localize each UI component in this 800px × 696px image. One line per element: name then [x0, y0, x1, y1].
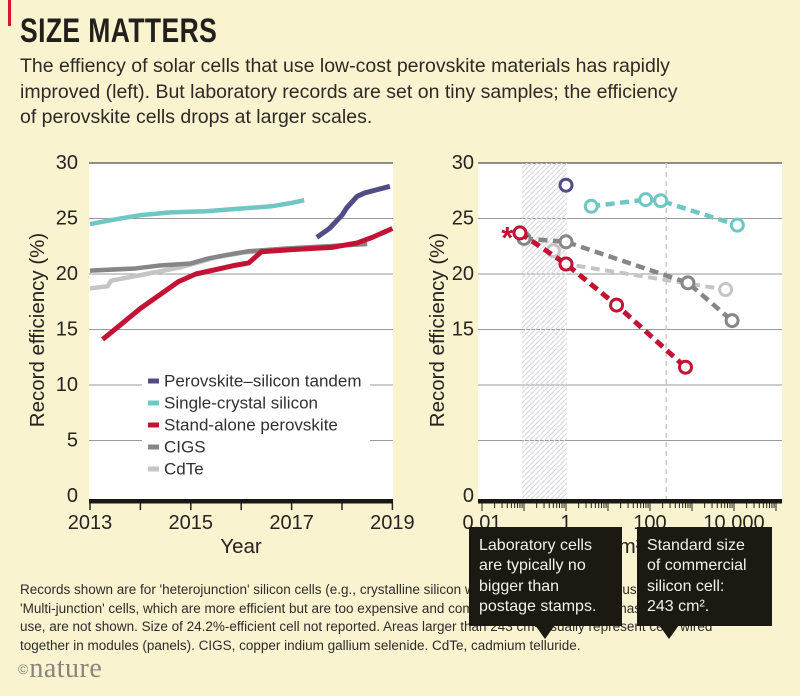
y-axis-title: Record efficiency (%)	[426, 233, 449, 427]
series-line-single-crystal-silicon	[591, 197, 739, 228]
x-tick-label-2019: 2019	[370, 512, 415, 534]
marker-cigs	[680, 275, 696, 291]
y-tick-label-15: 15	[56, 319, 78, 341]
y-tick-label-20: 20	[56, 263, 78, 285]
marker-perovskite-silicon-tandem	[558, 177, 574, 193]
legend-swatch-single-crystal-silicon	[148, 400, 159, 406]
x-tick-label-2013: 2013	[68, 512, 113, 534]
left-chart: 0 5 10 15 20 25 30 2013 2015 2017 2019 Year Record e…	[26, 152, 415, 558]
y-tick-label-25: 25	[452, 208, 474, 230]
marker-stand-alone-perovskite	[609, 297, 625, 313]
marker-single-crystal-silicon	[583, 198, 599, 214]
legend-label-cigs: CIGS	[164, 438, 206, 457]
legend-swatch-stand-alone-perovskite	[148, 422, 159, 428]
y-tick-label-20: 20	[452, 263, 474, 285]
marker-cigs	[558, 234, 574, 250]
y-tick-label-0: 0	[463, 485, 474, 507]
charts-region: 0 5 10 15 20 25 30 2013 2015 2017 2019 Year Record e…	[0, 150, 800, 639]
x-tick-label-2015: 2015	[169, 512, 214, 534]
legend-background	[142, 369, 370, 479]
lab-cell-size-band	[522, 163, 567, 499]
x-axis-line	[478, 499, 782, 504]
y-tick-label-5: 5	[67, 430, 78, 452]
marker-stand-alone-perovskite	[512, 225, 528, 241]
y-tick-label-30: 30	[56, 152, 78, 174]
legend-swatch-perovskite-silicon-tandem	[148, 378, 159, 384]
series-line-single-crystal-silicon	[89, 197, 305, 227]
legend-label-stand-alone-perovskite: Stand-alone perovskite	[164, 416, 338, 435]
marker-cigs	[724, 313, 740, 329]
callout-standard-size: Standard size of commercial silicon cell…	[637, 527, 772, 639]
legend-label-single-crystal-silicon: Single-crystal silicon	[164, 394, 318, 413]
series-line-stand-alone-perovskite	[518, 230, 688, 370]
marker-stand-alone-perovskite	[677, 359, 693, 375]
y-tick-label-30: 30	[452, 152, 474, 174]
y-tick-label-0: 0	[67, 485, 78, 507]
x-tick-label-1: 1	[560, 512, 571, 534]
marker-single-crystal-silicon	[638, 192, 654, 208]
nature-wordmark: nature	[29, 653, 103, 684]
legend: Perovskite–silicon tandem Single-crystal …	[142, 369, 370, 479]
page-subtitle: The effiency of solar cells that use low…	[20, 55, 678, 128]
asterisk-size-not-reported: *	[501, 220, 514, 255]
y-axis-title: Record efficiency (%)	[26, 233, 49, 427]
callout-laboratory-cells: Laboratory cells are typically no bigger…	[469, 527, 622, 639]
series-line-perovskite-silicon-tandem	[315, 183, 391, 240]
legend-swatch-cdte	[148, 466, 159, 472]
y-tick-label-25: 25	[56, 208, 78, 230]
page-title: SIZE MATTERS	[20, 12, 273, 51]
marker-single-crystal-silicon	[653, 193, 669, 209]
page-title-text: SIZE MATTERS	[20, 12, 218, 50]
legend-label-cdte: CdTe	[164, 460, 204, 479]
y-tick-label-10: 10	[56, 374, 78, 396]
x-tick-label-2017: 2017	[269, 512, 314, 534]
nature-logo: © nature	[18, 653, 102, 685]
x-axis-title: Year	[220, 535, 262, 558]
copyright-icon: ©	[18, 661, 29, 677]
nature-red-rule	[8, 0, 11, 26]
legend-label-perovskite-silicon-tandem: Perovskite–silicon tandem	[164, 372, 361, 391]
legend-swatch-cigs	[148, 444, 159, 450]
series-line-cigs	[523, 236, 734, 323]
x-axis-line	[89, 499, 393, 504]
series-line-stand-alone-perovskite	[101, 226, 394, 342]
marker-stand-alone-perovskite	[558, 256, 574, 272]
marker-cdte	[718, 282, 734, 298]
marker-single-crystal-silicon	[729, 217, 745, 233]
y-tick-label-15: 15	[452, 319, 474, 341]
